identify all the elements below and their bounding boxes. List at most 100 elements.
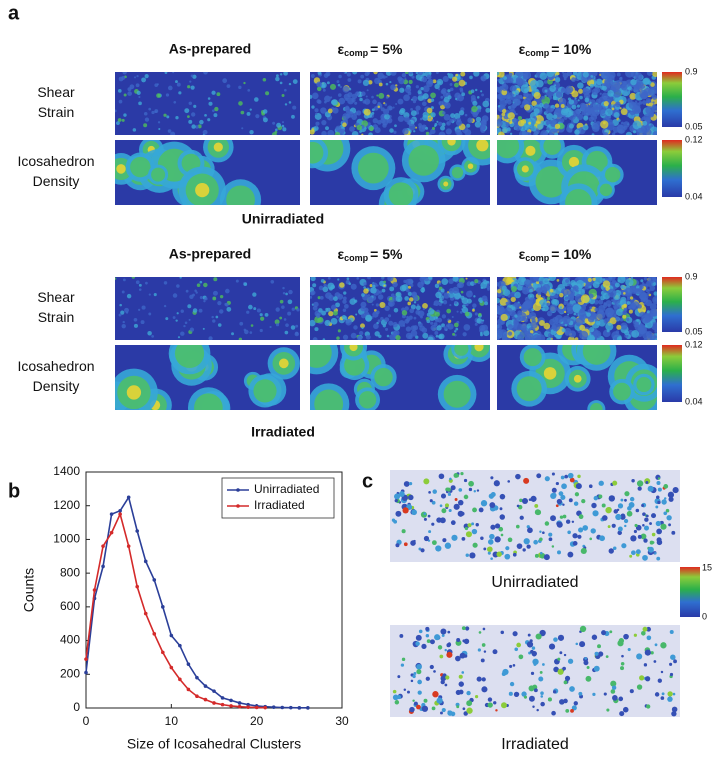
map-dot xyxy=(625,72,634,78)
map-dot xyxy=(422,114,429,121)
point xyxy=(237,701,242,705)
map-dot xyxy=(554,84,557,87)
map-dot xyxy=(347,78,352,82)
cluster-atom xyxy=(573,501,579,506)
cluster-atom xyxy=(668,523,671,527)
y-tick-label: 1200 xyxy=(53,498,80,512)
cluster-atom xyxy=(395,543,400,548)
colorbar-min: 0.04 xyxy=(685,396,703,406)
map-dot xyxy=(163,113,167,117)
map-dot xyxy=(392,330,398,336)
map-dot xyxy=(437,80,441,85)
cluster-atom xyxy=(523,477,530,484)
map-dot xyxy=(479,328,484,333)
map-dot xyxy=(410,110,417,117)
map-dot xyxy=(449,118,454,123)
cluster-atom xyxy=(551,472,555,476)
map-dot xyxy=(313,301,319,308)
map-dot xyxy=(426,76,430,80)
cluster-atom xyxy=(461,671,465,674)
cluster-atom xyxy=(521,691,527,697)
cluster-atom xyxy=(620,513,626,519)
map-dot xyxy=(651,72,657,77)
map-dot xyxy=(328,310,334,317)
cluster-atom xyxy=(563,653,567,657)
row-label: Shear xyxy=(37,289,75,305)
cluster-atom xyxy=(471,522,475,526)
map-blob xyxy=(278,358,289,369)
map-dot xyxy=(259,313,263,317)
point xyxy=(118,508,122,513)
map-dot xyxy=(579,308,585,314)
point xyxy=(101,544,105,548)
cluster-atom xyxy=(653,660,657,663)
cluster-atom xyxy=(469,552,476,559)
map-dot xyxy=(418,88,421,91)
group-title: Unirradiated xyxy=(242,211,324,227)
colorbar-min: 0.04 xyxy=(685,191,703,201)
cluster-atom xyxy=(477,648,481,652)
map-dot xyxy=(217,323,222,327)
cluster-atom xyxy=(623,633,629,640)
map-dot xyxy=(312,337,318,340)
cluster-atom xyxy=(448,508,452,513)
cluster-atom xyxy=(444,503,450,508)
cluster-atom xyxy=(578,691,583,696)
map-dot xyxy=(404,86,412,94)
map-dot xyxy=(321,310,327,316)
map-dot xyxy=(390,84,396,91)
map-dot xyxy=(550,107,554,112)
map-dot xyxy=(438,282,442,286)
point xyxy=(297,706,302,710)
map-dot xyxy=(476,96,480,99)
map-dot xyxy=(613,131,616,134)
cluster-atom xyxy=(437,645,443,650)
map-dot xyxy=(127,91,132,96)
map-dot xyxy=(563,301,567,306)
map-dot xyxy=(366,72,370,75)
colorbar xyxy=(662,140,682,197)
map-dot xyxy=(546,72,555,78)
map-dot xyxy=(157,121,161,124)
cluster-atom xyxy=(455,655,461,662)
map-dot xyxy=(612,279,617,285)
map-dot xyxy=(256,308,261,313)
map-dot xyxy=(322,286,329,293)
map-dot xyxy=(415,85,419,89)
map-dot xyxy=(388,320,394,326)
map-dot xyxy=(473,72,480,77)
map-dot xyxy=(470,89,475,93)
map-dot xyxy=(330,99,337,105)
map-dot xyxy=(430,324,437,331)
cluster-atom xyxy=(656,528,662,535)
cluster-atom xyxy=(500,533,504,537)
map-dot xyxy=(395,102,398,106)
map-dot xyxy=(510,296,516,303)
map-dot xyxy=(507,331,513,336)
map-dot xyxy=(388,302,393,307)
cluster-atom xyxy=(627,647,631,652)
colorbar-max: 0.12 xyxy=(685,339,703,349)
map-dot xyxy=(497,289,502,294)
map-image xyxy=(115,277,300,340)
map-dot xyxy=(461,306,469,314)
map-dot xyxy=(503,289,511,297)
map-dot xyxy=(316,314,320,319)
map-dot xyxy=(529,295,533,298)
map-dot xyxy=(430,128,436,135)
map-dot xyxy=(552,114,558,119)
map-dot xyxy=(596,295,601,299)
map-dot xyxy=(387,314,392,318)
map-dot xyxy=(411,291,418,298)
map-dot xyxy=(529,79,539,89)
cluster-atom xyxy=(530,649,534,654)
map-dot xyxy=(405,288,410,293)
map-dot xyxy=(548,277,557,282)
point xyxy=(220,702,225,707)
map-dot xyxy=(561,328,566,333)
map-dot xyxy=(339,282,345,288)
map-dot xyxy=(360,301,367,308)
map-dot xyxy=(514,90,520,95)
map-dot xyxy=(625,131,633,135)
cluster-atom xyxy=(463,478,468,483)
